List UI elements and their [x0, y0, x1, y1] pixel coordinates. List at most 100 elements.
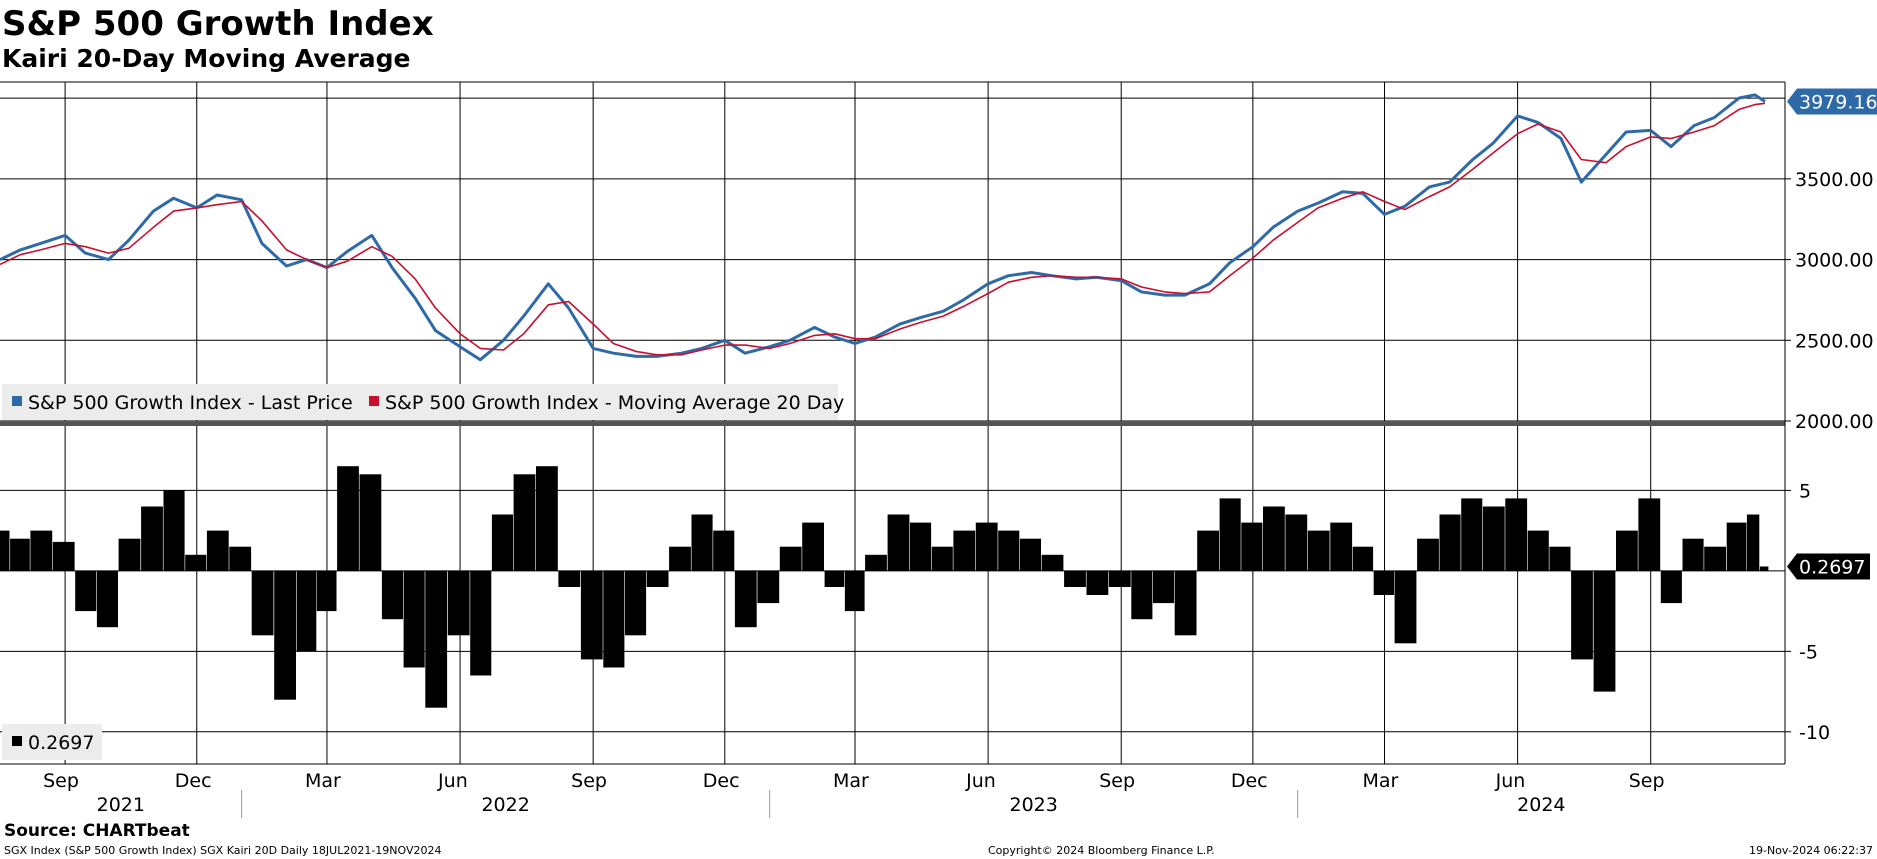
kairi-last-value: 0.2697 — [1799, 557, 1865, 579]
price-last-line — [0, 93, 1766, 362]
kairi-bar — [141, 506, 163, 571]
price-y-tick-label: 2000.00 — [1795, 411, 1874, 433]
x-tick-label: Dec — [175, 770, 212, 792]
kairi-bar — [757, 570, 780, 604]
kairi-bar — [403, 570, 425, 668]
kairi-y-tick-label: 5 — [1799, 480, 1811, 502]
x-tick-label: Mar — [305, 770, 341, 792]
kairi-bar — [1373, 570, 1395, 595]
kairi-bar — [10, 538, 30, 571]
price-y-tick-label: 2500.00 — [1795, 330, 1874, 352]
footer-center: Copyright© 2024 Bloomberg Finance L.P. — [988, 844, 1215, 857]
kairi-bar — [691, 514, 713, 571]
kairi-bar — [52, 541, 75, 571]
chart-subtitle: Kairi 20-Day Moving Average — [2, 44, 411, 73]
kairi-y-tick-label: -10 — [1799, 722, 1830, 744]
kairi-bar — [1549, 546, 1571, 571]
x-tick-label: Mar — [833, 770, 869, 792]
kairi-bar — [953, 530, 976, 571]
footer-right: 19-Nov-2024 06:22:37 — [1749, 844, 1873, 857]
year-label: 2023 — [1010, 794, 1058, 816]
kairi-bar — [30, 530, 53, 571]
x-tick-label: Jun — [437, 770, 468, 792]
x-tick-label: Sep — [43, 770, 79, 792]
price-last-value-marker — [1787, 88, 1877, 115]
kairi-bar — [1041, 554, 1064, 571]
kairi-y-tick-label: -5 — [1799, 641, 1818, 663]
kairi-bar — [1759, 566, 1769, 571]
kairi-bar — [359, 474, 382, 571]
legend-kairi: 0.2697 — [28, 732, 94, 754]
kairi-bar — [779, 546, 802, 571]
year-label: 2022 — [481, 794, 529, 816]
price-y-tick-label: 3500.00 — [1795, 169, 1874, 191]
kairi-bar — [1352, 546, 1374, 571]
kairi-bar — [713, 530, 735, 571]
price-panel: 2000.00 2500.00 3000.00 3500.00 3979.16 S&P… — [0, 81, 1877, 433]
kairi-bar — [1638, 498, 1661, 571]
kairi-bar — [603, 570, 625, 668]
kairi-bar — [844, 570, 865, 612]
kairi-bar — [381, 570, 403, 620]
kairi-bar — [1174, 570, 1197, 636]
kairi-bar — [1330, 522, 1353, 571]
x-tick-label: Dec — [1231, 770, 1268, 792]
kairi-bar — [1197, 530, 1219, 571]
price-series — [0, 93, 1766, 362]
price-last-value-box: 3979.16 — [1787, 88, 1877, 115]
kairi-bar — [1064, 570, 1086, 587]
x-tick-label: Sep — [571, 770, 607, 792]
kairi-bar — [274, 570, 296, 700]
kairi-bar — [1682, 538, 1704, 571]
kairi-bar — [536, 466, 558, 571]
kairi-last-value-box: 0.2697 — [1787, 553, 1870, 580]
kairi-bars — [0, 466, 1769, 708]
kairi-bar — [734, 570, 757, 628]
kairi-bar — [1219, 498, 1241, 571]
kairi-bar — [1704, 546, 1726, 571]
kairi-bar — [1746, 514, 1760, 571]
kairi-bar — [229, 546, 252, 571]
kairi-bar — [1285, 514, 1308, 571]
kairi-bar — [802, 522, 824, 571]
kairi-bar — [646, 570, 669, 587]
kairi-bar — [1505, 498, 1528, 571]
kairi-bar — [425, 570, 448, 708]
kairi-bar — [1019, 538, 1041, 571]
kairi-legend: 0.2697 — [2, 724, 102, 760]
kairi-panel: -10 -5 5 0.2697 0.2697 — [0, 426, 1870, 764]
x-tick-label: Sep — [1629, 770, 1665, 792]
kairi-bar — [1616, 530, 1638, 571]
kairi-bar — [316, 570, 337, 612]
kairi-bar — [0, 530, 10, 571]
legend-moving-average: S&P 500 Growth Index - Moving Average 20… — [385, 392, 844, 414]
kairi-bar — [580, 570, 603, 660]
kairi-bar — [1527, 530, 1549, 571]
kairi-bar — [625, 570, 647, 636]
legend-swatch-moving-average — [369, 396, 379, 406]
kairi-bar — [251, 570, 274, 636]
price-moving-average-line — [0, 102, 1766, 356]
kairi-bar — [1131, 570, 1153, 620]
kairi-bar — [337, 466, 359, 571]
x-tick-label: Sep — [1099, 770, 1135, 792]
kairi-last-value-marker — [1787, 553, 1870, 580]
kairi-bar — [669, 546, 691, 571]
kairi-bar — [931, 546, 953, 571]
kairi-bar — [865, 554, 887, 571]
kairi-bar — [447, 570, 470, 636]
x-tick-label: Jun — [1495, 770, 1526, 792]
kairi-bar — [1394, 570, 1417, 644]
kairi-bar — [1593, 570, 1616, 692]
price-y-tick-label: 3000.00 — [1795, 250, 1874, 272]
legend-last-price: S&P 500 Growth Index - Last Price — [28, 392, 353, 414]
kairi-bar — [824, 570, 845, 587]
kairi-bar — [975, 522, 998, 571]
kairi-bar — [296, 570, 317, 652]
kairi-bar — [118, 538, 141, 571]
x-axis: Sep Dec Mar Jun Sep Dec Mar Jun Sep Dec Mar Jun Sep 2… — [43, 770, 1665, 818]
kairi-bar — [163, 490, 185, 571]
kairi-bar — [1417, 538, 1439, 571]
kairi-bar — [1660, 570, 1682, 604]
kairi-bar — [1726, 522, 1747, 571]
